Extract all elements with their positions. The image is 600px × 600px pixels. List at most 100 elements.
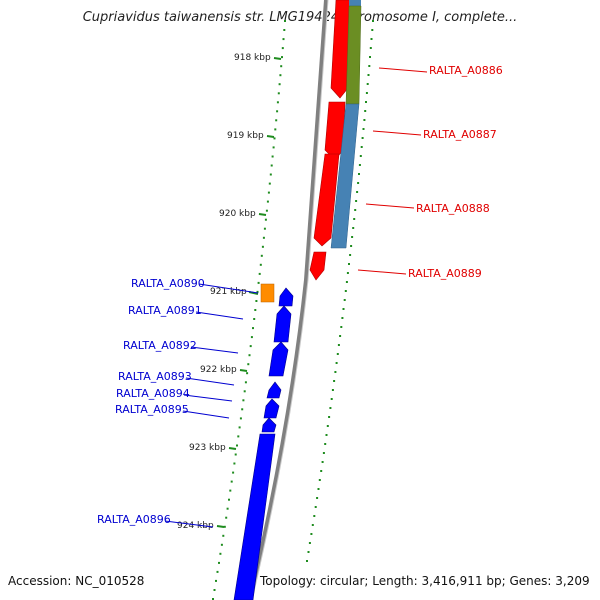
gc-dot-inner xyxy=(233,462,236,465)
leader-ralta-a0888 xyxy=(365,203,415,209)
gc-dot-inner xyxy=(274,128,277,131)
gene-ralta-a0894[interactable] xyxy=(263,398,280,419)
label-ralta-a0894[interactable]: RALTA_A0894 xyxy=(116,387,190,400)
gc-dot-inner xyxy=(226,507,229,510)
label-ralta-a0887[interactable]: RALTA_A0887 xyxy=(423,128,497,141)
gc-dot-inner xyxy=(232,471,235,474)
gc-dot-inner xyxy=(236,444,238,447)
label-ralta-a0893[interactable]: RALTA_A0893 xyxy=(118,370,192,383)
gc-dot-outer xyxy=(313,515,316,517)
gc-dot-inner xyxy=(267,191,270,194)
tick-mark-923 xyxy=(228,447,237,450)
gc-dot-outer xyxy=(317,488,320,490)
label-ralta-a0886[interactable]: RALTA_A0886 xyxy=(429,64,503,77)
gc-dot-outer xyxy=(351,236,354,238)
tick-mark-920 xyxy=(258,213,267,216)
gc-dot-inner xyxy=(252,327,254,330)
leader-ralta-a0891 xyxy=(195,311,244,320)
gc-dot-outer xyxy=(359,155,362,157)
cog-track xyxy=(260,0,362,303)
gene-ralta-a0889[interactable] xyxy=(309,251,327,281)
gene-ralta-a0891[interactable] xyxy=(273,305,292,343)
gc-dot-outer xyxy=(356,191,359,193)
gc-dot-outer xyxy=(340,326,343,328)
gc-dot-outer xyxy=(343,299,346,301)
gc-dot-outer xyxy=(363,119,366,121)
gene-ralta-a0895[interactable] xyxy=(261,417,277,433)
gc-dot-inner xyxy=(243,390,246,393)
leader-ralta-a0892 xyxy=(190,346,239,354)
gc-dot-inner xyxy=(279,74,282,77)
gc-dot-outer xyxy=(364,110,367,112)
label-ralta-a0896[interactable]: RALTA_A0896 xyxy=(97,513,171,526)
gc-dot-inner xyxy=(239,417,242,420)
tick-label-919: 919 kbp xyxy=(227,131,264,141)
gc-dot-inner xyxy=(237,435,240,438)
gc-dot-outer xyxy=(365,101,367,103)
label-ralta-a0891[interactable]: RALTA_A0891 xyxy=(128,304,202,317)
cog-blue-ralta-a0887 xyxy=(330,103,360,249)
gc-dot-outer xyxy=(370,38,373,40)
gc-dot-inner xyxy=(273,137,276,140)
gc-dot-inner xyxy=(280,65,283,68)
gene-ralta-a0892[interactable] xyxy=(268,341,289,377)
gc-dot-outer xyxy=(371,29,374,31)
gc-dot-outer xyxy=(348,263,350,265)
gc-dot-outer xyxy=(334,371,337,373)
gc-dot-outer xyxy=(346,272,349,274)
gene-ralta-a0886[interactable] xyxy=(330,0,351,99)
gc-dot-inner xyxy=(282,38,285,41)
label-ralta-a0895[interactable]: RALTA_A0895 xyxy=(115,403,189,416)
gc-dot-inner xyxy=(278,83,281,86)
tick-mark-918 xyxy=(273,57,282,60)
gc-dot-outer xyxy=(310,533,313,535)
gc-dot-inner xyxy=(261,245,264,248)
gc-dot-outer xyxy=(314,506,317,508)
tick-label-918: 918 kbp xyxy=(234,53,271,63)
gc-dot-outer xyxy=(358,164,361,166)
leader-ralta-a0886 xyxy=(378,67,428,73)
leader-ralta-a0896 xyxy=(164,520,214,528)
gc-dot-inner xyxy=(223,525,226,528)
gc-dot-inner xyxy=(275,119,278,122)
gc-dot-inner xyxy=(244,381,247,384)
gc-dot-inner xyxy=(218,561,220,564)
label-ralta-a0889[interactable]: RALTA_A0889 xyxy=(408,267,482,280)
gene-ralta-a0896[interactable] xyxy=(233,433,276,600)
tick-mark-919 xyxy=(266,135,275,138)
label-ralta-a0890[interactable]: RALTA_A0890 xyxy=(131,277,205,290)
gc-dot-inner xyxy=(246,372,249,375)
gc-dot-outer xyxy=(352,227,355,229)
gc-dot-outer xyxy=(365,92,368,94)
tick-label-920: 920 kbp xyxy=(219,209,256,219)
gc-dot-outer xyxy=(366,83,369,85)
leader-ralta-a0894 xyxy=(183,394,233,402)
gc-dot-outer xyxy=(368,65,371,67)
gene-ralta-a0890[interactable] xyxy=(278,287,294,307)
gc-dot-inner xyxy=(219,552,222,555)
gc-dot-outer xyxy=(329,407,332,409)
label-ralta-a0888[interactable]: RALTA_A0888 xyxy=(416,202,490,215)
gc-dot-outer xyxy=(369,56,371,58)
gc-dot-outer xyxy=(336,353,339,355)
gene-ralta-a0888[interactable] xyxy=(313,153,340,247)
cog-orange-ralta-a0890 xyxy=(260,283,275,303)
gc-dot-inner xyxy=(283,29,286,31)
gc-dot-inner xyxy=(270,164,273,167)
gc-dot-inner xyxy=(264,218,267,221)
tick-mark-922 xyxy=(239,369,248,372)
gc-dot-outer xyxy=(335,362,338,364)
gc-dot-inner xyxy=(265,209,268,212)
gc-dot-inner xyxy=(242,399,245,402)
gc-dot-inner xyxy=(258,272,261,275)
forward-cds-track xyxy=(309,0,351,281)
leader-ralta-a0890 xyxy=(198,283,259,294)
label-ralta-a0892[interactable]: RALTA_A0892 xyxy=(123,339,197,352)
gc-dot-inner xyxy=(284,20,286,22)
gc-dot-outer xyxy=(362,128,365,130)
gene-ralta-a0893[interactable] xyxy=(266,381,282,399)
tick-label-923: 923 kbp xyxy=(189,443,226,453)
gc-dot-inner xyxy=(250,336,253,339)
gc-dot-outer xyxy=(353,218,356,220)
